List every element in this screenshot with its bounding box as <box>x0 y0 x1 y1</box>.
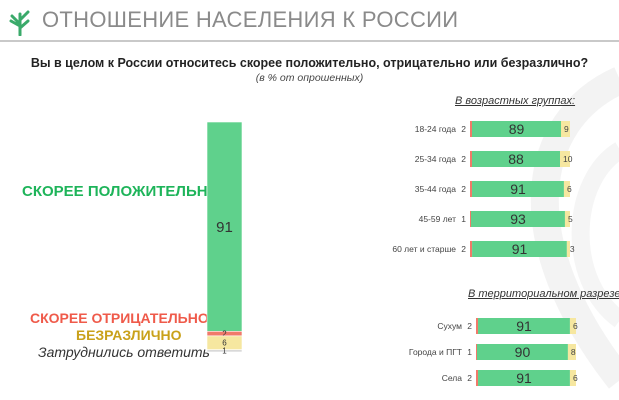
territory-row-label: Сухум <box>437 321 462 331</box>
territory-row-indifferent-value: 6 <box>573 373 578 383</box>
territory-row-negative-value: 1 <box>467 347 472 357</box>
age-row-bar-negative <box>470 241 473 257</box>
age-row-indifferent-value: 5 <box>568 214 573 224</box>
section-age-title: В возрастных группах: <box>455 95 576 107</box>
age-row-positive-value: 91 <box>512 241 528 257</box>
territory-row-indifferent-value: 8 <box>571 347 576 357</box>
age-row-indifferent-value: 9 <box>564 124 569 134</box>
age-row-positive-value: 88 <box>508 151 524 167</box>
main-bar-indifferent-value: 6 <box>222 339 227 348</box>
territory-row-bar-negative <box>476 370 479 386</box>
territory-row-positive-value: 90 <box>515 344 531 360</box>
territory-row-bar-positive <box>478 370 570 386</box>
territory-row-bar-negative <box>476 344 478 360</box>
subtitle: (в % от опрошенных) <box>255 72 364 84</box>
age-row-positive-value: 89 <box>509 121 525 137</box>
age-row-label: 25-34 года <box>415 154 457 164</box>
age-row-indifferent-value: 6 <box>567 184 572 194</box>
header: ОТНОШЕНИЕ НАСЕЛЕНИЯ К РОССИИ <box>0 0 619 42</box>
legend-positive: СКОРЕЕ ПОЛОЖИТЕЛЬНО <box>22 183 220 200</box>
age-row-bar-indifferent <box>566 241 570 257</box>
age-row-label: 18-24 года <box>415 124 457 134</box>
question-text: Вы в целом к России относитесь скорее по… <box>30 56 589 70</box>
age-row-bar-indifferent <box>560 151 570 167</box>
age-row-label: 60 лет и старше <box>392 244 456 254</box>
age-row-negative-value: 2 <box>461 184 466 194</box>
age-row-label: 45-59 лет <box>419 214 457 224</box>
main-bar-positive-value: 91 <box>216 219 233 236</box>
header-divider <box>0 40 619 42</box>
main-bar-negative-value: 2 <box>222 329 227 338</box>
legend-undecided: Затруднились ответить <box>38 344 210 360</box>
age-row-negative-value: 2 <box>461 244 466 254</box>
territory-row-bar-indifferent <box>569 370 576 386</box>
page-title: ОТНОШЕНИЕ НАСЕЛЕНИЯ К РОССИИ <box>42 7 459 32</box>
age-row-bar-positive <box>472 121 561 137</box>
age-row-label: 35-44 года <box>415 184 457 194</box>
territory-row-negative-value: 2 <box>467 373 472 383</box>
age-row-negative-value: 2 <box>461 124 466 134</box>
territory-row-label: Села <box>442 373 463 383</box>
age-row-positive-value: 93 <box>510 211 526 227</box>
territory-row-positive-value: 91 <box>516 370 532 386</box>
age-row-bar-negative <box>470 211 472 227</box>
territory-row-bar-positive <box>478 318 570 334</box>
legend-negative: СКОРЕЕ ОТРИЦАТЕЛЬНО <box>30 310 209 326</box>
tree-logo-icon <box>9 10 30 36</box>
age-row-bar-indifferent <box>561 121 570 137</box>
age-row-bar-indifferent <box>564 211 570 227</box>
age-row-bar-indifferent <box>563 181 570 197</box>
age-row-indifferent-value: 10 <box>563 154 573 164</box>
territory-row-bar-indifferent <box>569 318 576 334</box>
territory-row-label: Города и ПГТ <box>409 347 462 357</box>
age-row-negative-value: 2 <box>461 154 466 164</box>
legend-indifferent: БЕЗРАЗЛИЧНО <box>76 327 182 343</box>
age-row-bar-negative <box>470 181 473 197</box>
age-row-bar-positive <box>472 151 560 167</box>
age-row-bar-negative <box>470 151 472 167</box>
main-bar-undecided <box>206 349 243 353</box>
main-bar-undecided-value: 1 <box>222 347 227 356</box>
age-row-bar-positive <box>471 211 565 227</box>
age-row-positive-value: 91 <box>510 181 526 197</box>
age-row-bar-positive <box>472 181 564 197</box>
section-territory-title: В территориальном разрезе: <box>468 288 619 300</box>
territory-row-bar-positive <box>477 344 568 360</box>
territory-row-bar-indifferent <box>567 344 576 360</box>
territory-row-positive-value: 91 <box>516 318 532 334</box>
territory-row-indifferent-value: 6 <box>573 321 578 331</box>
territory-row-bar-negative <box>476 318 479 334</box>
age-row-indifferent-value: 3 <box>570 244 575 254</box>
age-row-negative-value: 1 <box>461 214 466 224</box>
territory-row-negative-value: 2 <box>467 321 472 331</box>
age-row-bar-negative <box>470 121 472 137</box>
age-row-bar-positive <box>472 241 567 257</box>
